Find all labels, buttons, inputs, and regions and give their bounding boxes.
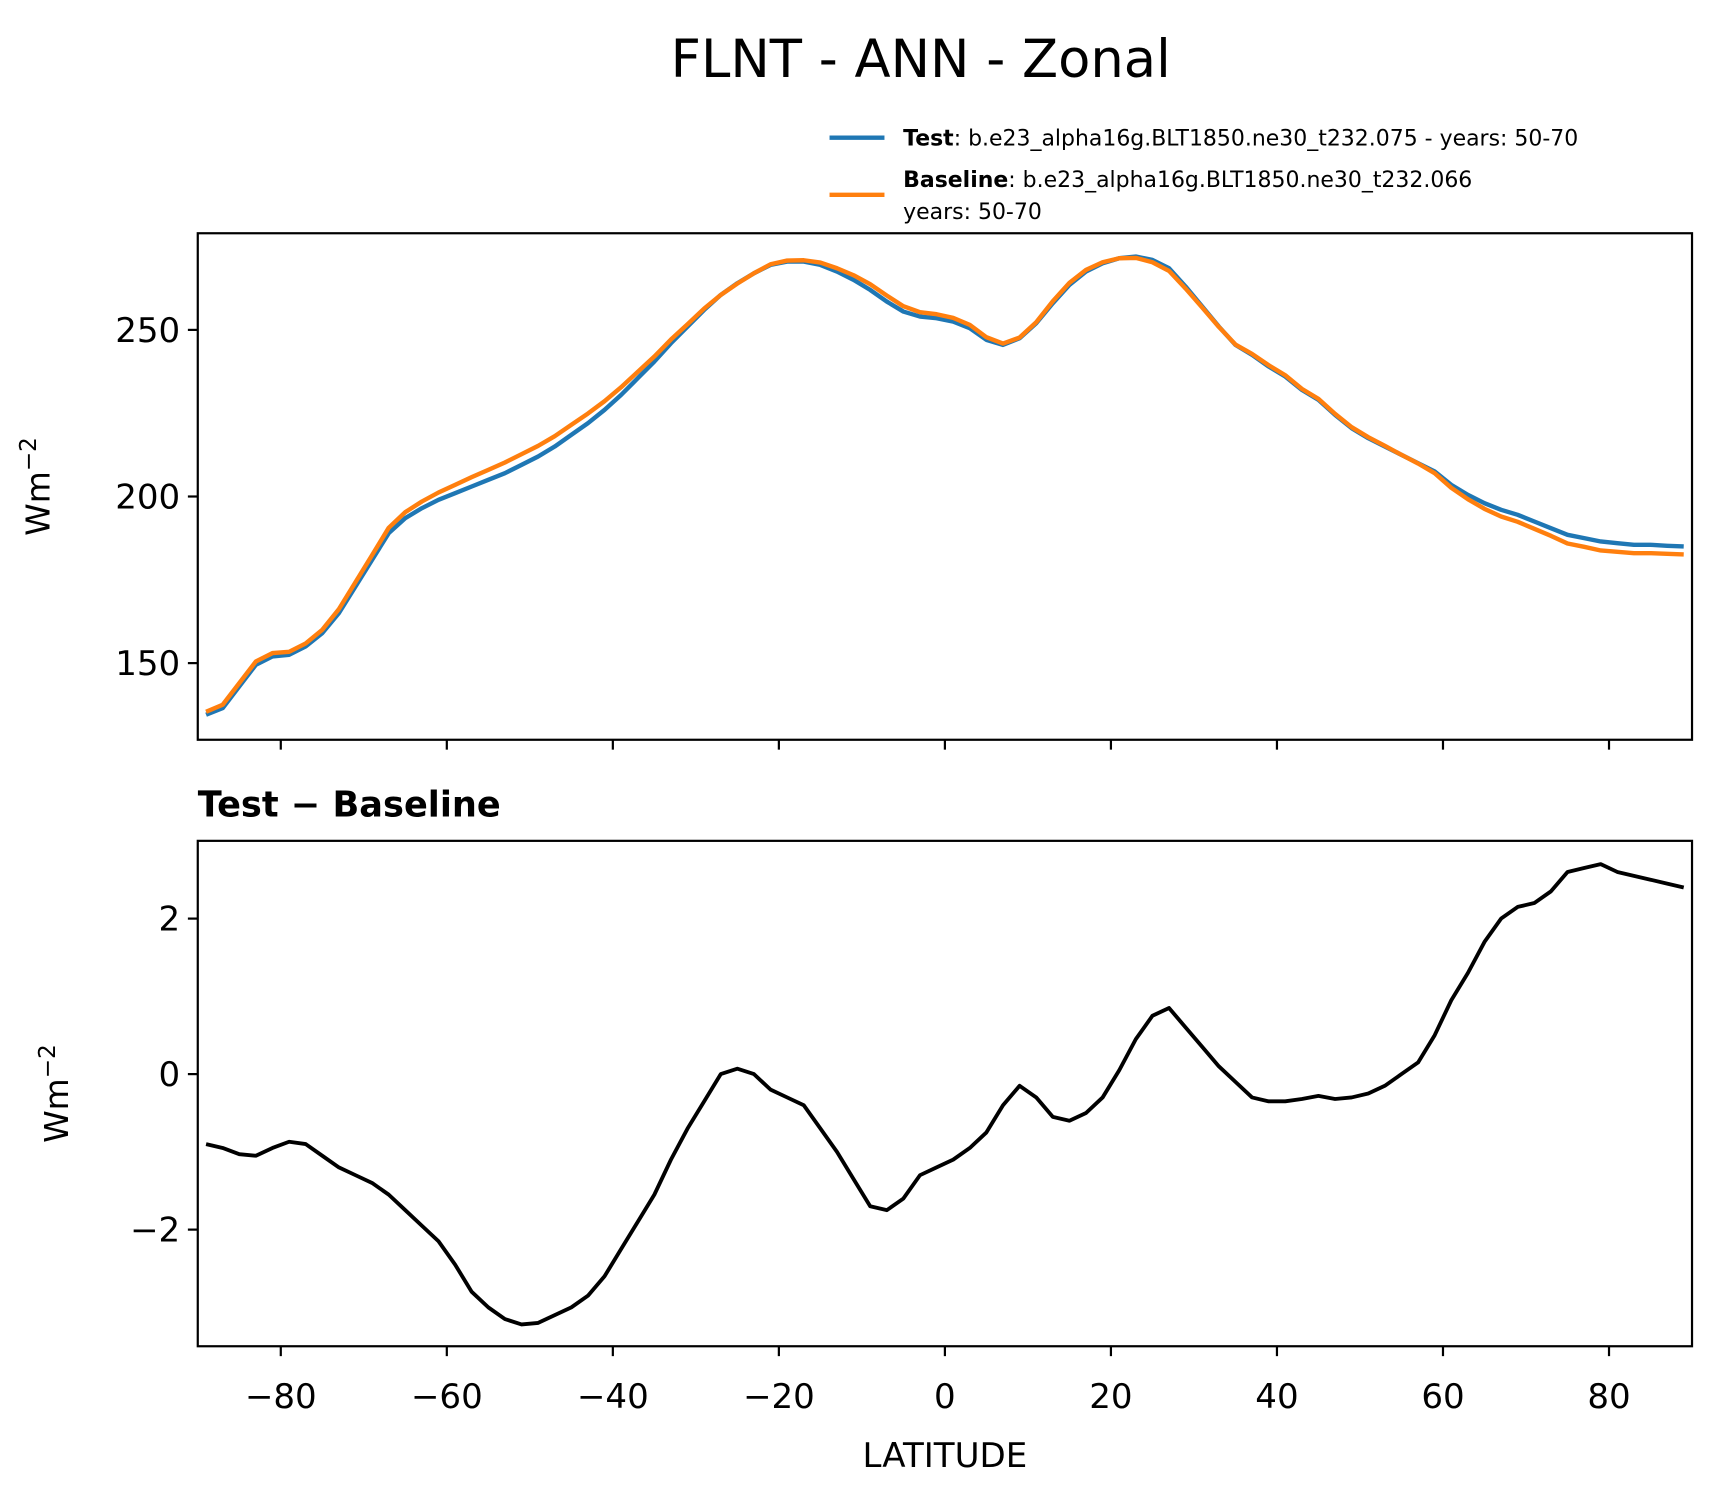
legend-text: : b.e23_alpha16g.BLT1850.ne30_t232.066 bbox=[1008, 168, 1472, 193]
y-axis-label-base: Wm bbox=[18, 471, 57, 536]
data-line bbox=[205, 862, 1685, 1327]
x-tick-label: 80 bbox=[1587, 1377, 1630, 1417]
y-tick-label: 250 bbox=[115, 311, 180, 351]
x-tick-label: −40 bbox=[577, 1377, 649, 1417]
legend-label: Baseline: b.e23_alpha16g.BLT1850.ne30_t2… bbox=[903, 168, 1472, 193]
legend-name: Test bbox=[903, 126, 954, 151]
x-tick-label: 0 bbox=[934, 1377, 956, 1417]
axes-title: Test − Baseline bbox=[198, 785, 501, 826]
y-tick-label: −2 bbox=[130, 1211, 180, 1251]
data-line bbox=[205, 255, 1684, 714]
legend-label: years: 50-70 bbox=[903, 200, 1042, 225]
x-tick-label: 20 bbox=[1089, 1377, 1132, 1417]
legend-label: Test: b.e23_alpha16g.BLT1850.ne30_t232.0… bbox=[903, 126, 1578, 151]
x-tick-label: −80 bbox=[245, 1377, 317, 1417]
y-axis-label: Wm−2 bbox=[16, 437, 57, 536]
y-tick-label: 2 bbox=[159, 900, 181, 940]
y-tick-label: 200 bbox=[115, 478, 180, 518]
y-tick-label: 0 bbox=[159, 1055, 181, 1095]
x-tick-label: 60 bbox=[1421, 1377, 1464, 1417]
x-tick-label: −60 bbox=[411, 1377, 483, 1417]
figure-title: FLNT - ANN - Zonal bbox=[671, 29, 1171, 90]
x-tick-label: −20 bbox=[743, 1377, 815, 1417]
y-axis-label-sup: −2 bbox=[16, 437, 42, 471]
legend-text: years: 50-70 bbox=[903, 200, 1042, 225]
legend-name: Baseline bbox=[903, 168, 1008, 193]
x-tick-label: 40 bbox=[1255, 1377, 1298, 1417]
legend-text: : b.e23_alpha16g.BLT1850.ne30_t232.075 -… bbox=[954, 126, 1579, 151]
y-axis-label-sup: −2 bbox=[35, 1044, 61, 1078]
y-axis-label: Wm−2 bbox=[35, 1044, 76, 1143]
y-tick-label: 150 bbox=[115, 644, 180, 684]
x-axis-label: LATITUDE bbox=[863, 1436, 1028, 1476]
y-axis-label-base: Wm bbox=[37, 1078, 76, 1143]
